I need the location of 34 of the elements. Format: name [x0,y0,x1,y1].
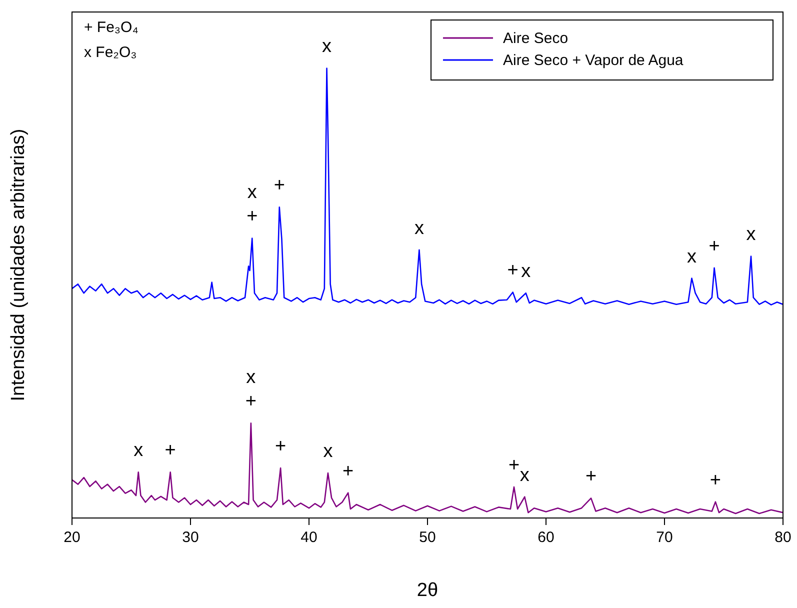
annotation: x [414,218,424,239]
annotation: + [508,454,520,476]
annotation: + [245,391,256,412]
x-tick-label: 50 [419,529,436,546]
annotation: + [164,440,176,462]
x-axis-title: 2θ [416,580,438,601]
annotation: x [746,224,756,246]
annotation: + [246,206,258,228]
legend-label: Aire Seco + Vapor de Agua [503,52,684,69]
legend-label: Aire Seco [503,30,568,47]
x-tick-label: 30 [182,529,199,546]
annotation: x [687,246,698,268]
annotation: x [520,464,530,486]
text: + Fe₃O₄ [84,19,138,36]
annotation: x [246,367,256,388]
annotation: x [134,440,144,462]
text: x Fe₂O₃ [84,44,137,61]
annotation: + [585,466,597,488]
x-tick-label: 40 [300,529,318,546]
y-axis-title: Intensidad (unidades arbitrarias) [8,128,29,402]
x-tick-label: 60 [538,529,554,546]
x-tick-label: 20 [64,529,80,546]
annotation: x [521,261,532,282]
annotation: + [275,436,286,458]
x-tick-label: 70 [656,529,673,546]
annotation: + [507,260,518,282]
annotation: + [708,236,720,257]
annotation: + [342,460,354,482]
annotation: x [323,441,334,462]
x-tick-label: 80 [774,529,792,546]
annotation: + [274,175,285,196]
annotation: + [710,470,722,491]
annotation: x [247,182,258,204]
annotation: x [322,36,332,58]
